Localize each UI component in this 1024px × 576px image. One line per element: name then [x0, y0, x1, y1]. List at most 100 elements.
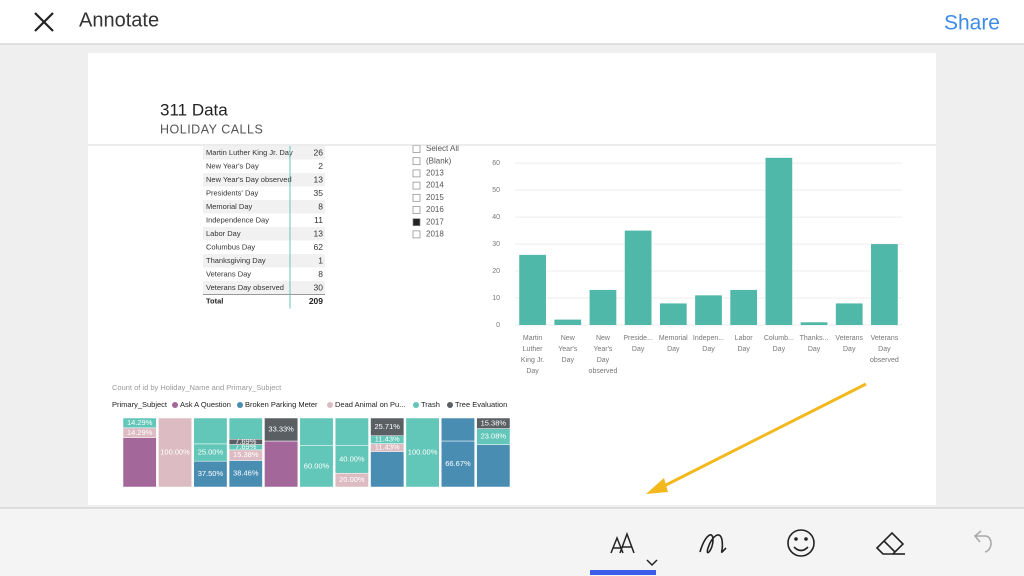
slicer-item: 2015: [426, 193, 444, 202]
stack-segment: [370, 451, 405, 488]
segment-label: 7.69%: [235, 437, 257, 446]
bar: [659, 303, 687, 325]
table-cell: 35: [314, 188, 324, 198]
legend-marker: [327, 402, 333, 408]
stack-segment: [122, 417, 157, 429]
stack-segment: [228, 417, 263, 440]
table-cell: 8: [318, 201, 323, 211]
table-cell: 2: [318, 161, 323, 171]
legend-label: Dead Animal on Pu...: [335, 400, 405, 409]
table-cell: Memorial Day: [206, 202, 253, 211]
slicer-item: 2013: [426, 169, 444, 178]
header-bar: [0, 0, 1024, 44]
segment-label: 100.00%: [160, 447, 190, 456]
segment-label: 11.43%: [375, 443, 400, 452]
stack-segment: [193, 417, 228, 445]
legend-marker: [447, 402, 453, 408]
table-cell: Independence Day: [206, 215, 269, 224]
segment-label: 40.00%: [339, 454, 365, 463]
bar: [695, 295, 722, 325]
bar: [835, 303, 863, 325]
segment-label: 33.33%: [268, 424, 294, 433]
segment-label: 15.38%: [233, 450, 259, 459]
stack-segment: [334, 445, 369, 474]
bar: [765, 157, 793, 325]
y-tick-label: 0: [496, 322, 500, 329]
segment-label: 25.00%: [198, 447, 224, 456]
table-row-bg: [203, 254, 325, 268]
table-cell: 62: [314, 242, 324, 252]
stack-segment: [299, 445, 334, 488]
table-cell: 13: [314, 228, 324, 238]
emoji-tool[interactable]: [787, 529, 815, 557]
segment-label: 20.00%: [339, 475, 365, 484]
segment-label: 60.00%: [304, 461, 330, 470]
table-row-bg: [203, 267, 325, 281]
slicer-item: 2017: [426, 217, 444, 226]
legend-marker: [413, 402, 419, 408]
segment-label: 66.67%: [445, 459, 471, 468]
table-row-bg: [203, 146, 325, 160]
table-row-bg: [203, 227, 325, 241]
stack-segment: [264, 440, 299, 488]
pen-tool[interactable]: [699, 534, 727, 554]
x-tick-label: Indepen... Day: [693, 335, 724, 353]
segment-label: 7.69%: [235, 442, 257, 451]
table-total: Total: [206, 296, 223, 305]
share-button[interactable]: Share: [944, 12, 1000, 35]
y-tick-label: 50: [492, 187, 500, 194]
slicer-item: 2018: [426, 230, 444, 239]
selected-tool-indicator: [590, 570, 656, 575]
legend-marker: [172, 402, 178, 408]
table-cell: 30: [314, 282, 324, 292]
close-button[interactable]: [34, 12, 54, 32]
table-cell: Martin Luther King Jr. Day: [206, 148, 293, 157]
y-tick-label: 60: [492, 160, 500, 167]
table-cell: Columbus Day: [206, 242, 255, 251]
x-tick-label: Preside... Day: [623, 335, 653, 353]
slicer-checkbox: [412, 230, 421, 239]
legend-label: Ask A Question: [180, 400, 231, 409]
y-tick-label: 40: [492, 214, 500, 221]
table-row-bg: [203, 240, 325, 254]
slicer-checkbox: [412, 206, 421, 214]
bar: [554, 319, 582, 325]
x-tick-label: Thanks... Day: [800, 335, 829, 353]
stack-segment: [299, 417, 334, 446]
segment-label: 25.71%: [375, 422, 401, 431]
report-subtitle: HOLIDAY CALLS: [160, 122, 263, 136]
bar: [624, 230, 652, 325]
undo-button[interactable]: [973, 530, 992, 553]
stack-segment: [441, 417, 475, 442]
table-row-bg: [203, 200, 325, 214]
table-cell: Thanksgiving Day: [206, 256, 266, 265]
table-row-bg: [203, 186, 325, 200]
segment-label: 14.29%: [127, 418, 153, 427]
legend-label: Tree Evaluation: [455, 400, 507, 409]
segment-label: 15.38%: [481, 418, 507, 427]
x-tick-label: New Year's Day: [558, 335, 577, 364]
slicer-checkbox: [412, 181, 421, 190]
table-cell: 8: [318, 269, 323, 279]
table-cell: 11: [314, 215, 323, 225]
segment-label: 38.46%: [233, 469, 259, 478]
header-title: Annotate: [79, 9, 159, 31]
slicer-checkbox: [412, 193, 421, 202]
x-tick-label: Labor Day: [735, 335, 754, 353]
segment-label: 37.50%: [198, 469, 224, 478]
stack-segment: [264, 417, 299, 442]
x-tick-label: New Year's Day observed: [589, 335, 618, 375]
slicer-checkbox: [412, 145, 421, 153]
text-tool[interactable]: [610, 531, 658, 567]
table-cell: 13: [314, 174, 324, 184]
slicer-item: 2014: [426, 181, 444, 190]
stack-segment: [476, 444, 511, 488]
eraser-tool[interactable]: [875, 531, 905, 555]
report-header: [88, 53, 936, 145]
slicer-checkbox: [412, 169, 421, 178]
table-row-bg: [203, 159, 325, 173]
slicer-checkbox: [412, 218, 421, 227]
table-row-bg: [203, 213, 325, 227]
